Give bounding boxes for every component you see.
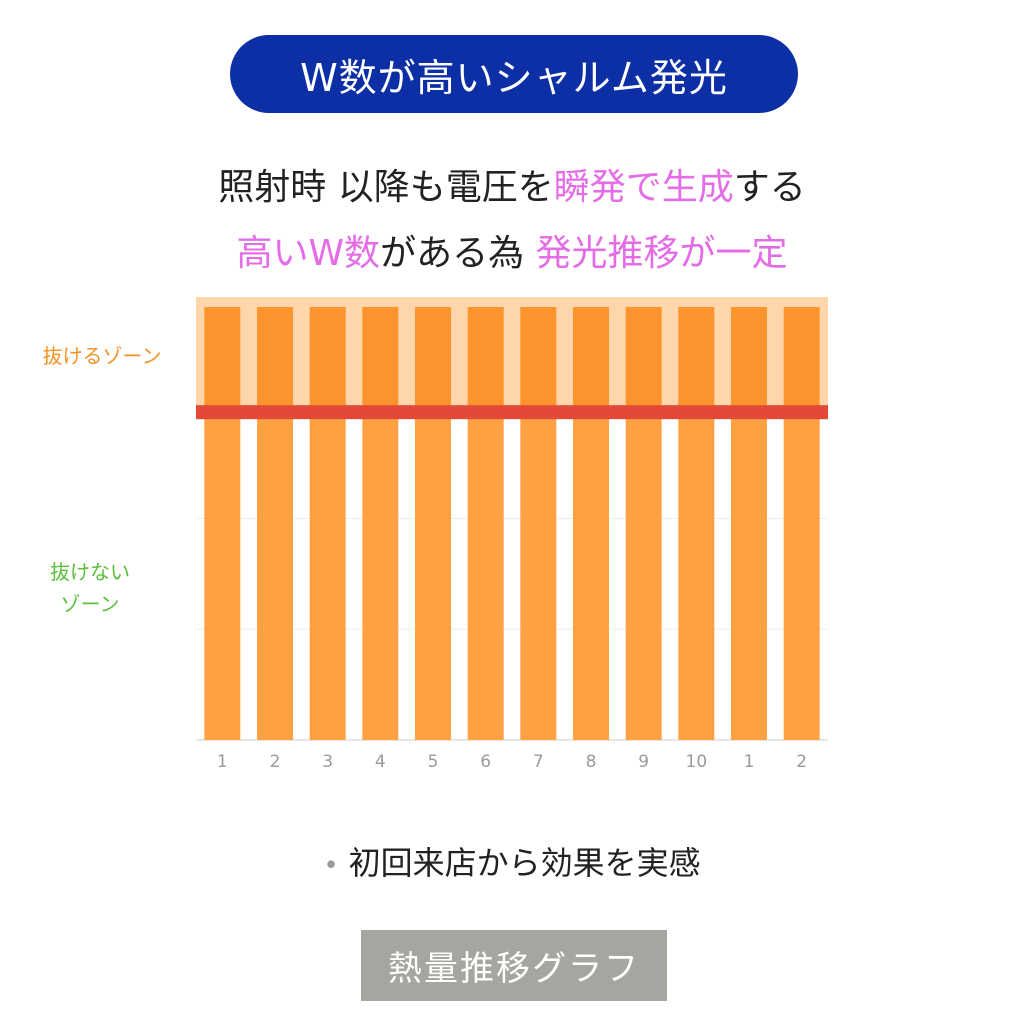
bar-upper (731, 307, 767, 413)
bar-upper (625, 307, 662, 413)
x-tick-label: 2 (270, 752, 281, 772)
bar (415, 412, 451, 740)
subtitle-2-part-3: 発光推移が一定 (535, 233, 788, 274)
title-banner: W数が高いシャルム発光 (230, 35, 798, 113)
bar (257, 412, 293, 740)
bar-upper (309, 307, 346, 413)
bullet-dot-icon: • (323, 851, 339, 881)
x-tick-label: 7 (533, 752, 544, 772)
x-tick-label: 1 (744, 752, 755, 772)
subtitle-1-part-2: 瞬発で生成 (553, 167, 734, 208)
bar (731, 412, 767, 740)
x-tick-label: 2 (796, 752, 807, 772)
bar (309, 412, 346, 740)
subtitle-1-part-1: 照射時 以降も電圧を (218, 167, 554, 208)
no-pass-zone-text-2: ゾーン (60, 592, 120, 616)
x-tick-label: 1 (217, 752, 228, 772)
no-pass-zone-text-1: 抜けない (50, 560, 130, 584)
x-tick-label: 6 (480, 752, 491, 772)
bar-upper (467, 307, 504, 413)
bar-upper (415, 307, 451, 413)
bar-upper (573, 307, 609, 413)
footer-label-box: 熱量推移グラフ (361, 930, 667, 1001)
subtitle-line-2: 高いW数がある為 発光推移が一定 (0, 224, 1024, 276)
bar (362, 412, 399, 740)
bullet-item: • 初回来店から効果を実感 (0, 838, 1024, 884)
bar (204, 412, 241, 740)
bar (625, 412, 662, 740)
pass-zone-label: 抜けるゾーン (22, 340, 182, 372)
x-tick-label: 8 (586, 752, 597, 772)
x-tick-label: 5 (428, 752, 439, 772)
pass-zone-text: 抜けるゾーン (42, 344, 162, 368)
subtitle-1-part-3: する (733, 167, 806, 208)
bar (783, 412, 820, 740)
footer-label: 熱量推移グラフ (388, 949, 640, 989)
bar (467, 412, 504, 740)
bar (678, 412, 715, 740)
bar (573, 412, 609, 740)
pass-zone-band (196, 297, 828, 413)
x-tick-label: 3 (322, 752, 333, 772)
bar-upper (204, 307, 241, 413)
bar-upper (783, 307, 820, 413)
subtitle-2-part-1: 高いW数 (236, 233, 381, 274)
bar (520, 412, 557, 740)
x-tick-label: 4 (375, 752, 386, 772)
bar-upper (362, 307, 399, 413)
title-text: W数が高いシャルム発光 (300, 55, 728, 100)
x-tick-label: 10 (686, 752, 708, 772)
x-tick-label: 9 (638, 752, 649, 772)
bar-upper (520, 307, 557, 413)
no-pass-zone-label: 抜けない ゾーン (30, 556, 150, 620)
subtitle-2-part-2: がある為 (380, 233, 536, 274)
bar-upper (257, 307, 293, 413)
subtitle-line-1: 照射時 以降も電圧を瞬発で生成する (0, 158, 1024, 210)
bar-upper (678, 307, 715, 413)
bullet-text: 初回来店から効果を実感 (348, 844, 701, 882)
threshold-line (196, 405, 828, 420)
